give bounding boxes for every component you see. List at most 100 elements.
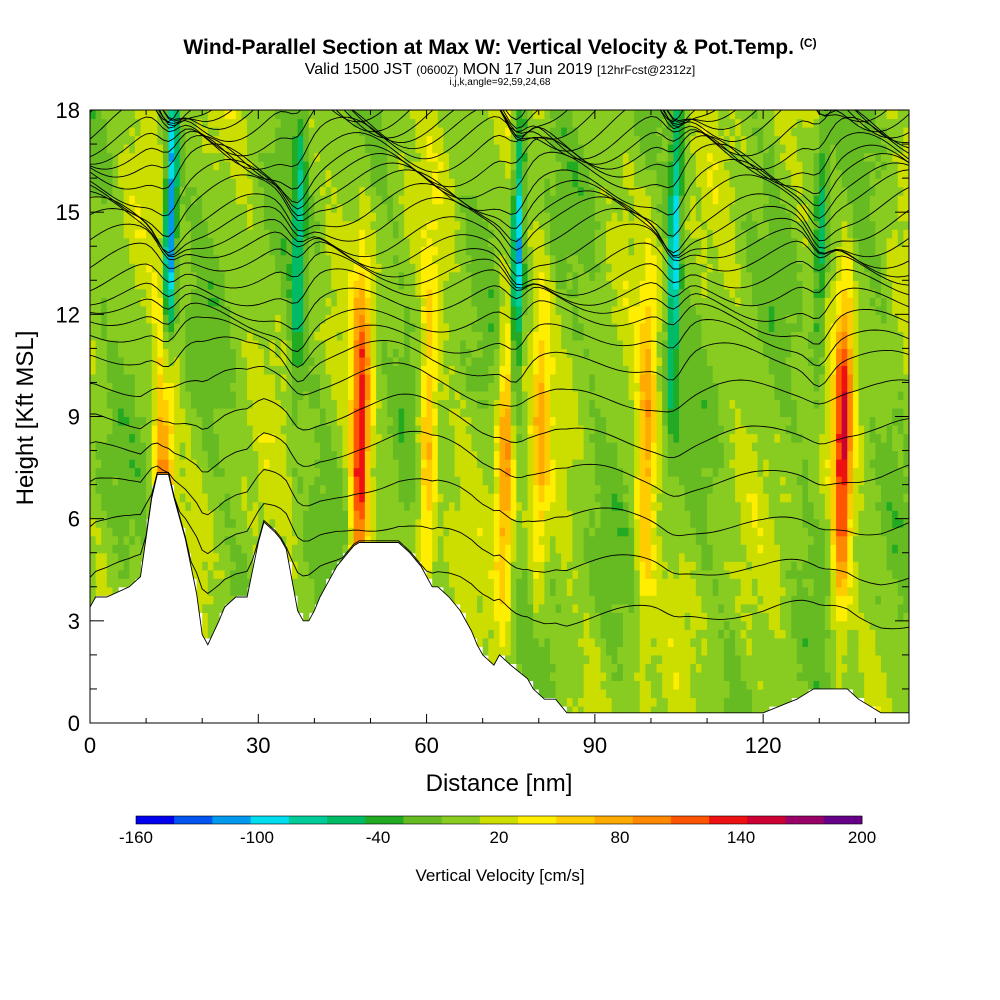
velocity-cell xyxy=(235,518,243,528)
velocity-cell xyxy=(471,467,478,477)
velocity-cell xyxy=(432,561,439,571)
velocity-cell xyxy=(213,220,220,230)
velocity-cell xyxy=(561,305,568,315)
velocity-cell xyxy=(482,152,489,162)
velocity-cell xyxy=(460,467,467,477)
velocity-cell xyxy=(566,578,574,588)
velocity-cell xyxy=(224,314,231,324)
velocity-cell xyxy=(151,254,158,264)
velocity-cell xyxy=(482,450,489,460)
velocity-cell xyxy=(566,459,574,469)
velocity-cell xyxy=(331,399,338,409)
velocity-cell xyxy=(213,373,220,384)
velocity-cell xyxy=(247,178,254,188)
velocity-cell xyxy=(415,254,422,264)
velocity-cell xyxy=(286,152,293,162)
velocity-cell xyxy=(247,254,254,264)
velocity-cell xyxy=(219,356,226,367)
velocity-cell xyxy=(219,118,226,128)
velocity-cell xyxy=(263,254,271,264)
velocity-cell xyxy=(566,433,574,443)
velocity-cell xyxy=(505,416,512,426)
velocity-cell xyxy=(190,263,198,273)
velocity-cell xyxy=(527,407,534,418)
velocity-cell xyxy=(566,305,574,315)
velocity-cell xyxy=(533,339,540,349)
velocity-cell xyxy=(219,459,226,469)
velocity-cell xyxy=(353,280,360,290)
velocity-cell xyxy=(168,297,175,307)
velocity-cell xyxy=(533,595,540,605)
velocity-cell xyxy=(297,493,304,503)
velocity-cell xyxy=(342,416,349,426)
velocity-cell xyxy=(426,246,433,256)
velocity-cell xyxy=(516,382,523,392)
velocity-cell xyxy=(162,178,170,188)
velocity-cell xyxy=(280,356,287,367)
velocity-cell xyxy=(168,186,175,196)
velocity-cell xyxy=(477,195,484,205)
velocity-cell xyxy=(106,442,114,452)
velocity-cell xyxy=(162,442,170,452)
velocity-cell xyxy=(275,399,282,409)
velocity-cell xyxy=(454,246,461,256)
velocity-cell xyxy=(488,135,495,145)
velocity-cell xyxy=(275,195,282,205)
velocity-cell xyxy=(454,322,461,332)
velocity-cell xyxy=(106,552,114,562)
velocity-cell xyxy=(219,561,226,571)
velocity-cell xyxy=(533,399,540,409)
velocity-cell xyxy=(381,518,388,528)
velocity-cell xyxy=(443,467,450,477)
velocity-cell xyxy=(90,365,97,375)
velocity-cell xyxy=(230,365,237,375)
velocity-cell xyxy=(213,433,220,443)
velocity-cell xyxy=(101,178,108,188)
velocity-cell xyxy=(207,161,215,171)
velocity-cell xyxy=(179,433,186,443)
velocity-cell xyxy=(505,501,512,511)
velocity-cell xyxy=(247,169,254,179)
velocity-cell xyxy=(482,178,489,188)
velocity-cell xyxy=(157,195,164,205)
velocity-cell xyxy=(443,161,450,171)
velocity-cell xyxy=(505,595,512,605)
velocity-cell xyxy=(319,578,327,588)
velocity-cell xyxy=(106,305,114,315)
velocity-cell xyxy=(258,212,265,222)
velocity-cell xyxy=(510,595,517,605)
velocity-cell xyxy=(471,390,478,401)
velocity-cell xyxy=(566,654,574,664)
velocity-cell xyxy=(146,373,153,384)
velocity-cell xyxy=(196,118,203,128)
velocity-cell xyxy=(342,254,349,264)
velocity-cell xyxy=(544,229,551,239)
velocity-cell xyxy=(465,212,473,222)
velocity-cell xyxy=(505,654,512,664)
velocity-cell xyxy=(488,263,495,273)
velocity-cell xyxy=(258,476,265,486)
velocity-cell xyxy=(561,629,568,639)
velocity-cell xyxy=(566,476,574,486)
velocity-cell xyxy=(499,152,506,162)
velocity-cell xyxy=(190,484,198,494)
velocity-cell xyxy=(140,110,147,120)
velocity-cell xyxy=(549,654,557,664)
velocity-cell xyxy=(241,442,248,452)
velocity-cell xyxy=(381,169,388,179)
velocity-cell xyxy=(398,416,405,426)
velocity-cell xyxy=(207,212,215,222)
velocity-cell xyxy=(555,254,562,264)
velocity-cell xyxy=(280,476,287,486)
velocity-cell xyxy=(477,569,484,579)
velocity-cell xyxy=(106,390,114,401)
velocity-cell xyxy=(516,229,523,239)
velocity-cell xyxy=(426,373,433,384)
velocity-cell xyxy=(510,118,517,128)
velocity-cell xyxy=(426,501,433,511)
velocity-cell xyxy=(303,484,310,494)
velocity-cell xyxy=(342,246,349,256)
velocity-cell xyxy=(499,416,506,426)
velocity-cell xyxy=(235,467,243,477)
velocity-cell xyxy=(101,348,108,358)
